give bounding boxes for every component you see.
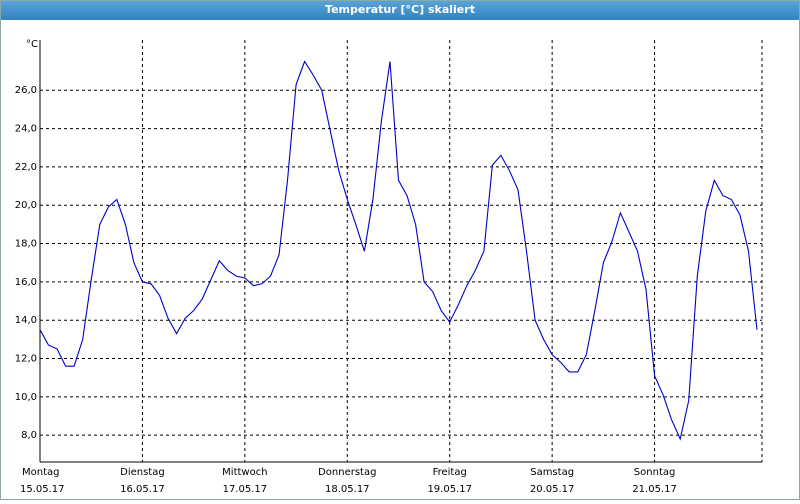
line xyxy=(39,60,758,441)
x-tick-date: 20.05.17 xyxy=(530,484,575,495)
x-tick-date: 18.05.17 xyxy=(325,484,370,495)
x-tick-day: Samstag xyxy=(530,467,574,478)
y-tick-label: 14,0 xyxy=(15,315,37,326)
y-tick-label: 22,0 xyxy=(15,162,37,173)
y-tick-label: 10,0 xyxy=(15,392,37,403)
y-tick-label: 12,0 xyxy=(15,354,37,365)
y-tick-label: 24,0 xyxy=(15,124,37,135)
x-tick-day: Mittwoch xyxy=(222,467,267,478)
x-tick-date: 16.05.17 xyxy=(120,484,165,495)
x-tick-day: Montag xyxy=(22,467,59,478)
x-tick-day: Donnerstag xyxy=(318,467,376,478)
x-tick-date: 17.05.17 xyxy=(223,484,268,495)
chart-title: Temperatur [°C] skaliert xyxy=(325,3,475,16)
x-tick-day: Dienstag xyxy=(120,467,165,478)
y-tick-label: 20,0 xyxy=(15,200,37,211)
y-tick-label: 26,0 xyxy=(15,85,37,96)
x-tick-date: 21.05.17 xyxy=(632,484,677,495)
y-tick-label: 8,0 xyxy=(21,430,37,441)
x-tick-date: 15.05.17 xyxy=(20,484,65,495)
x-tick-date: 19.05.17 xyxy=(427,484,472,495)
x-tick-day: Sonntag xyxy=(634,467,676,478)
y-tick-label: 16,0 xyxy=(15,277,37,288)
y-tick-label: 18,0 xyxy=(15,239,37,250)
y-axis-label: °C xyxy=(26,39,38,50)
x-tick-day: Freitag xyxy=(433,467,467,478)
header-bar xyxy=(0,0,800,20)
